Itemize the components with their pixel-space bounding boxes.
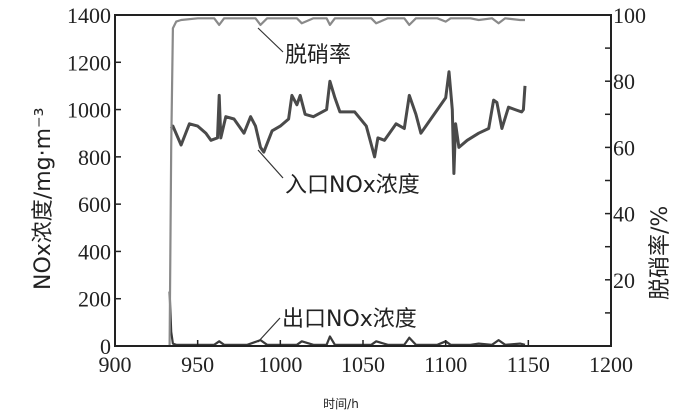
y-tick-label: 1200: [67, 50, 111, 75]
ticks-layer: 900 950 1000 1050 1100 1150 1200 0 200 400 600 800 1…: [67, 3, 646, 377]
y-tick-label: 600: [78, 192, 111, 217]
x-tick-label: 1150: [507, 352, 550, 377]
y-tick-label: 400: [78, 239, 111, 264]
x-axis-label: 时间/h: [323, 397, 359, 411]
series-inlet-line: [169, 70, 527, 175]
annotation-rate: 脱硝率: [285, 43, 351, 68]
y-axis-label: NOx浓度/mg·m⁻³: [31, 108, 56, 290]
rate-leader-line: [257, 27, 284, 53]
y-right-axis-label: 脱硝率/%: [648, 206, 673, 300]
series-rate-line: [168, 17, 525, 347]
x-tick-label: 1050: [341, 352, 385, 377]
x-tick-label: 1200: [589, 352, 633, 377]
y-tick-label: 1400: [67, 3, 111, 28]
y-right-tick-label: 80: [613, 69, 635, 94]
x-tick-label: 1000: [258, 352, 302, 377]
x-tick-label: 1100: [424, 352, 467, 377]
x-tick-label: 900: [99, 352, 132, 377]
inlet-leader-line: [257, 149, 284, 179]
annotation-outlet: 出口NOx浓度: [282, 307, 417, 332]
series-outlet-line: [168, 291, 526, 346]
y-right-tick-label: 20: [613, 268, 635, 293]
y-tick-label: 800: [78, 145, 111, 170]
series-layer: [168, 17, 527, 347]
y-right-tick-label: 40: [613, 202, 635, 227]
y-right-tick-label: 60: [613, 135, 635, 160]
x-tick-label: 950: [181, 352, 214, 377]
y-right-tick-label: 100: [613, 3, 646, 28]
outlet-leader-line: [257, 317, 281, 343]
y-tick-label: 200: [78, 287, 111, 312]
annotation-inlet: 入口NOx浓度: [285, 173, 420, 198]
y-tick-label: 1000: [67, 98, 111, 123]
y-tick-label: 0: [100, 334, 111, 359]
